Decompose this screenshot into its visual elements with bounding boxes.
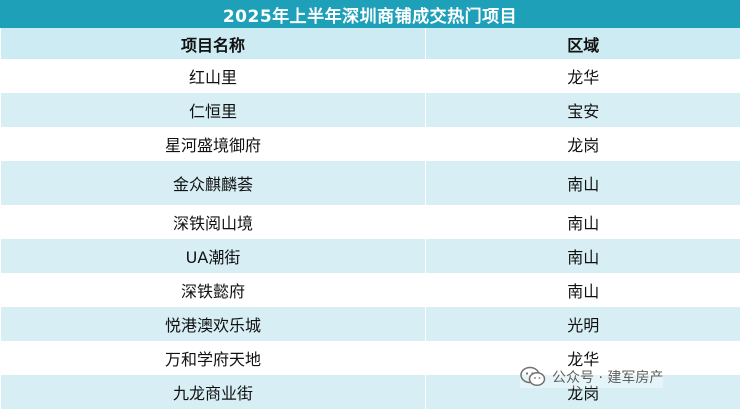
project-name-cell: 金众麒麟荟 bbox=[1, 161, 426, 205]
project-name-cell: 深铁懿府 bbox=[1, 273, 426, 307]
project-name-cell: 仁恒里 bbox=[1, 93, 426, 127]
district-cell: 龙岗 bbox=[426, 127, 740, 161]
hot-projects-table: 项目名称 区域 红山里 龙华 仁恒里 宝安 星河盛境御府 龙岗 金众麒麟荟 南山… bbox=[0, 28, 740, 409]
project-name-cell: 星河盛境御府 bbox=[1, 127, 426, 161]
project-name-cell: 九龙商业街 bbox=[1, 375, 426, 409]
watermark-text: 公众号 · 建军房产 bbox=[552, 367, 663, 387]
project-name-cell: 深铁阅山境 bbox=[1, 205, 426, 239]
table-row: 深铁懿府 南山 bbox=[1, 273, 740, 307]
table-header-row: 项目名称 区域 bbox=[1, 28, 740, 59]
project-name-cell: 红山里 bbox=[1, 59, 426, 93]
table-row: 深铁阅山境 南山 bbox=[1, 205, 740, 239]
district-cell: 南山 bbox=[426, 273, 740, 307]
table-row: UA潮街 南山 bbox=[1, 239, 740, 273]
district-cell: 龙华 bbox=[426, 59, 740, 93]
project-name-cell: 悦港澳欢乐城 bbox=[1, 307, 426, 341]
table-row: 仁恒里 宝安 bbox=[1, 93, 740, 127]
district-cell: 南山 bbox=[426, 205, 740, 239]
table-row: 金众麒麟荟 南山 bbox=[1, 161, 740, 205]
project-name-cell: 万和学府天地 bbox=[1, 341, 426, 375]
district-cell: 宝安 bbox=[426, 93, 740, 127]
table-row: 星河盛境御府 龙岗 bbox=[1, 127, 740, 161]
table-row: 悦港澳欢乐城 光明 bbox=[1, 307, 740, 341]
district-cell: 南山 bbox=[426, 239, 740, 273]
project-name-cell: UA潮街 bbox=[1, 239, 426, 273]
watermark: 公众号 · 建军房产 bbox=[520, 366, 663, 388]
table-title: 2025年上半年深圳商铺成交热门项目 bbox=[0, 0, 740, 28]
wechat-icon bbox=[520, 366, 546, 388]
header-district: 区域 bbox=[426, 28, 740, 59]
table-row: 红山里 龙华 bbox=[1, 59, 740, 93]
district-cell: 南山 bbox=[426, 161, 740, 205]
header-project-name: 项目名称 bbox=[1, 28, 426, 59]
district-cell: 光明 bbox=[426, 307, 740, 341]
